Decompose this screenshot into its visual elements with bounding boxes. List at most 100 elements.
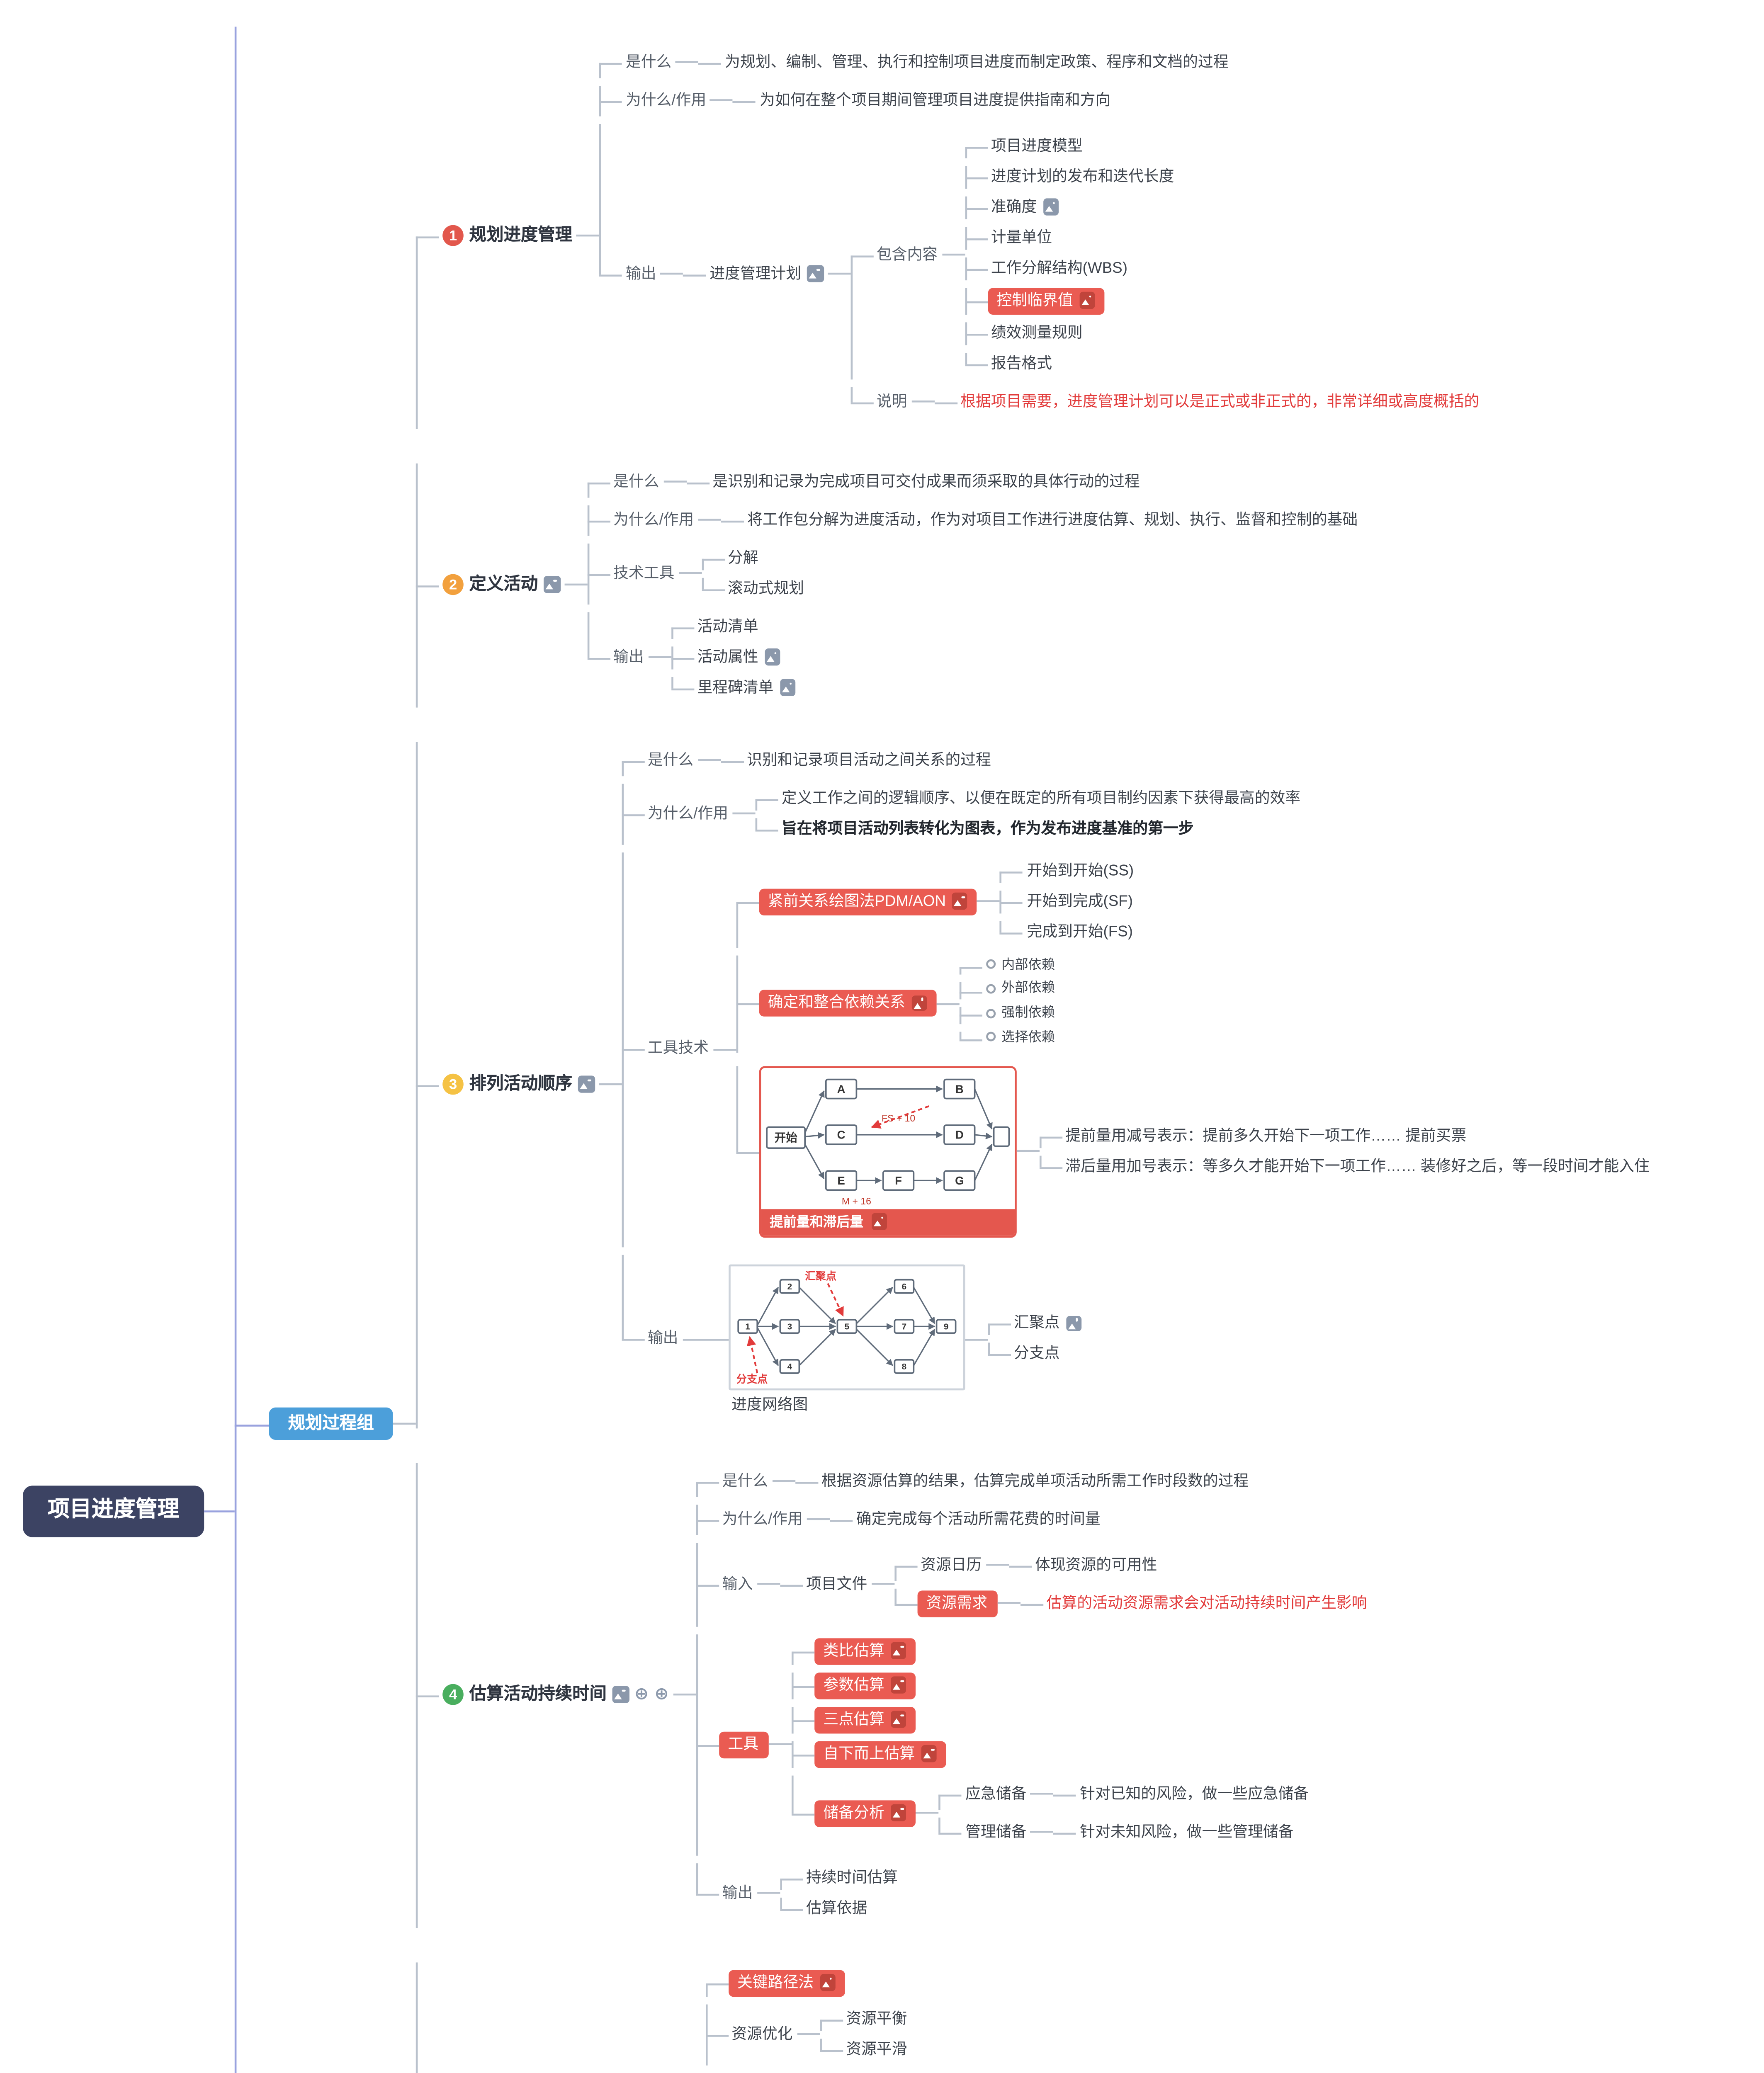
text-node[interactable]: 滚动式规划 [724,577,808,600]
node-text: 开始到完成(SF) [1027,891,1133,909]
text-node[interactable]: 针对未知风险，做一些管理储备 [1076,1821,1297,1843]
process-topic-node[interactable]: 4 估算活动持续时间 ⊕ ⊕ [439,1682,673,1707]
text-node[interactable]: 活动属性 [693,646,784,668]
text-node[interactable]: 输出 [718,1881,756,1904]
text-node[interactable]: 根据资源估算的结果，估算完成单项活动所需工作时段数的过程 [818,1469,1253,1492]
text-node[interactable]: 工具技术 [644,1037,713,1060]
connector-stub [756,1583,780,1585]
highlight-red-node[interactable]: 工具 [718,1731,768,1757]
text-node[interactable]: 资源优化 [728,2022,797,2045]
text-node[interactable]: 输出 [622,262,660,285]
highlight-red-node[interactable]: 控制临界值 [987,287,1105,314]
text-node[interactable]: 分支点 [1010,1342,1064,1365]
text-node[interactable]: 计量单位 [987,226,1056,249]
text-node[interactable]: 为什么/作用 [718,1507,807,1530]
text-node[interactable]: 绩效测量规则 [987,321,1086,344]
highlight-red-node[interactable]: 关键路径法 [728,1969,845,1996]
highlight-red-node[interactable]: 参数估算 [814,1671,916,1699]
text-node[interactable]: 进度计划的发布和迭代长度 [987,165,1178,188]
text-node[interactable]: 汇聚点 [1010,1312,1086,1335]
text-node[interactable]: 资源平衡 [842,2007,911,2030]
branch: 自下而上估算 [791,1740,1312,1767]
highlight-red-node[interactable]: 确定和整合依赖关系 [758,990,937,1017]
text-node[interactable]: 识别和记录项目活动之间关系的过程 [743,749,995,772]
text-node[interactable]: 报告格式 [987,352,1056,375]
text-node[interactable]: 定义工作之间的逻辑顺序、以便在既定的所有项目制约因素下获得最高的效率 [778,787,1305,810]
text-node[interactable]: 为规划、编制、管理、执行和控制项目进度而制定政策、程序和文档的过程 [721,51,1232,73]
branch: 假设情景分析 [705,2072,944,2073]
text-node[interactable]: 输出 [610,646,648,668]
node-text: 根据资源估算的结果，估算完成单项活动所需工作时段数的过程 [821,1471,1249,1489]
text-node[interactable]: 提前量用减号表示：提前多久开始下一项工作…… 提前买票 [1062,1124,1470,1147]
red-note-text[interactable]: 根据项目需要，进度管理计划可以是正式或非正式的，非常详细或高度概括的 [957,390,1483,413]
text-node[interactable]: 为如何在整个项目期间管理项目进度提供指南和方向 [756,89,1115,112]
highlight-red-node[interactable]: 自下而上估算 [814,1740,947,1767]
node-text: 是识别和记录为完成项目可交付成果而须采取的具体行动的过程 [712,472,1140,489]
text-node[interactable]: 是什么 [644,749,697,772]
text-node[interactable]: 项目文件 [802,1573,871,1595]
text-node[interactable]: 估算依据 [802,1897,871,1920]
process-topic-node[interactable]: 1 规划进度管理 [439,223,576,248]
text-node[interactable]: 将工作包分解为进度活动，作为对项目工作进行进度估算、规划、执行、监督和控制的基础 [744,508,1361,531]
branch: 针对未知风险，做一些管理储备 [1053,1821,1297,1843]
text-node[interactable]: 为什么/作用 [644,802,732,825]
text-node[interactable]: 是什么 [622,51,675,73]
text-node[interactable]: 技术工具 [610,562,678,585]
text-node[interactable]: 内部依赖 [982,959,1059,975]
text-node[interactable]: 外部依赖 [982,983,1059,999]
svg-text:G: G [954,1173,963,1186]
highlight-red-node[interactable]: 三点估算 [814,1706,916,1733]
text-node[interactable]: 里程碑清单 [693,676,799,699]
mindmap-subtree: 是什么 是识别和记录为完成项目可交付成果而须采取的具体行动的过程 [610,466,1144,497]
text-node[interactable]: 工作分解结构(WBS) [987,257,1132,279]
text-node[interactable]: 包含内容 [873,243,942,266]
text-node[interactable]: 说明 [873,390,911,413]
text-node[interactable]: 输出 [644,1328,682,1350]
highlight-red-node[interactable]: 储备分析 [814,1799,916,1826]
text-node[interactable]: 持续时间估算 [802,1866,901,1889]
emphasis-text-node[interactable]: 旨在将项目活动列表转化为图表，作为发布进度基准的第一步 [778,817,1198,840]
text-node[interactable]: 针对已知的风险，做一些应急储备 [1076,1782,1312,1805]
text-node[interactable]: 开始到开始(SS) [1023,859,1137,882]
text-node[interactable]: 是什么 [718,1469,772,1492]
mindmap-subtree: 说明 根据项目需要，进度管理计划可以是正式或非正式的，非常详细或高度概括的 [873,386,1483,417]
red-note-text[interactable]: 估算的活动资源需求会对活动持续时间产生影响 [1042,1592,1370,1614]
text-node[interactable]: 活动清单 [693,615,762,638]
text-node[interactable]: 管理储备 [962,1821,1030,1843]
text-node[interactable]: 项目进度模型 [987,134,1086,157]
text-node[interactable]: 输入 [718,1573,756,1595]
connector-stub [936,1002,960,1004]
mindmap-subtree: 根据项目需要，进度管理计划可以是正式或非正式的，非常详细或高度概括的 [957,390,1483,413]
mindmap-subtree: 输出 持续时间估算 估算依据 [718,1862,901,1923]
branch: 进度计划的发布和迭代长度 [964,165,1178,188]
text-node[interactable]: 为什么/作用 [610,508,698,531]
text-node[interactable]: 应急储备 [962,1782,1030,1805]
text-node[interactable]: 为什么/作用 [622,89,710,112]
text-node[interactable]: 工具 [644,2070,682,2073]
text-node[interactable]: 选择依赖 [982,1031,1059,1048]
schedule-network-diagram[interactable]: 1 2 3 4 5 6 7 8 9 汇聚点 分支点 进度网络图 [728,1263,965,1414]
text-node[interactable]: 准确度 [987,196,1063,218]
text-node[interactable]: 进度管理计划 [706,262,827,285]
text-node[interactable]: 完成到开始(FS) [1023,920,1137,943]
text-node[interactable]: 分解 [724,546,762,569]
text-node[interactable]: 资源平滑 [842,2038,911,2061]
highlight-red-node[interactable]: 紧前关系绘图法PDM/AON [758,888,977,915]
text-node[interactable]: 确定完成每个活动所需花费的时间量 [853,1507,1104,1530]
highlight-red-node[interactable]: 资源需求 [916,1590,997,1617]
process-group-node[interactable]: 规划过程组 [269,1407,393,1440]
branch: 是识别和记录为完成项目可交付成果而须采取的具体行动的过程 [685,470,1144,493]
central-topic[interactable]: 项目进度管理 [23,1486,204,1537]
text-node[interactable]: 强制依赖 [982,1007,1059,1024]
highlight-red-node[interactable]: 类比估算 [814,1637,916,1664]
text-node[interactable]: 是什么 [610,470,663,493]
text-node[interactable]: 开始到完成(SF) [1023,890,1137,913]
text-node[interactable]: 是识别和记录为完成项目可交付成果而须采取的具体行动的过程 [709,470,1144,493]
process-topic-node[interactable]: 2 定义活动 [439,572,564,597]
text-node[interactable]: 资源日历 [917,1554,986,1576]
branch: 1 规划进度管理 是什么 为规划、编制、管理、执行和控制项目进度而制定政策、程序和文档… [415,43,1764,428]
text-node[interactable]: 滞后量用加号表示：等多久才能开始下一项工作…… 装修好之后，等一段时间才能入住 [1062,1155,1653,1177]
text-node[interactable]: 体现资源的可用性 [1031,1554,1161,1576]
process-topic-node[interactable]: 3 排列活动顺序 [439,1072,598,1097]
